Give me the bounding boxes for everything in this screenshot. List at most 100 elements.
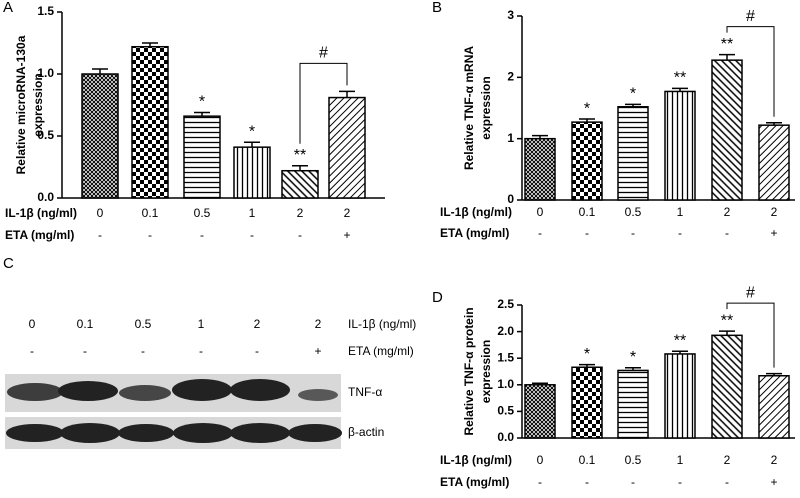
y-tick-label: 1.0	[497, 377, 514, 391]
band-label: β-actin	[348, 425, 384, 439]
panel-letter: D	[432, 289, 443, 306]
error-bar	[719, 53, 735, 61]
dose-label: 0.5	[135, 317, 152, 331]
error-bar	[766, 372, 782, 376]
y-tick-label: 1.5	[37, 4, 54, 18]
bar	[571, 366, 603, 439]
x-tick-label: 2	[297, 206, 304, 220]
eta-label: -	[200, 228, 204, 242]
error-bar	[672, 87, 688, 92]
y-tick-label: 3	[507, 8, 514, 22]
eta-label: -	[631, 226, 635, 240]
row-label: IL-1β (ng/ml)	[440, 453, 512, 467]
x-tick-label: 2	[771, 453, 778, 467]
bracket	[299, 62, 348, 144]
bar	[758, 124, 790, 201]
row-label: ETA (mg/ml)	[440, 226, 509, 240]
eta-label: +	[770, 226, 777, 240]
dose-label: 2	[254, 317, 261, 331]
row-label: IL-1β (ng/ml)	[5, 206, 77, 220]
x-tick-label: 2	[344, 206, 351, 220]
eta-label: -	[141, 344, 145, 358]
significance: *	[630, 86, 636, 103]
bar	[233, 146, 271, 199]
error-bar	[625, 103, 641, 107]
y-tick-label: 0	[507, 192, 514, 206]
y-tick-label: 1	[507, 131, 514, 145]
y-axis-label: Relative TNF-α mRNA	[462, 46, 476, 170]
error-bar	[766, 121, 782, 126]
x-tick-label: 2	[771, 205, 778, 219]
significance: *	[199, 94, 205, 111]
y-tick-label: 2.0	[497, 324, 514, 338]
y-tick-label: 0.5	[37, 128, 54, 142]
eta-label: -	[725, 226, 729, 240]
bracket	[726, 26, 775, 117]
eta-label: -	[298, 228, 302, 242]
bar	[711, 59, 743, 201]
significance: *	[584, 346, 590, 363]
dose-label: 0.1	[77, 317, 94, 331]
error-bar	[194, 111, 210, 117]
eta-label: -	[538, 226, 542, 240]
x-tick-label: 0.5	[625, 453, 642, 467]
bracket	[726, 302, 775, 368]
bracket-label: #	[746, 8, 755, 25]
y-axis-label: Relative microRNA-130a	[14, 35, 28, 174]
eta-label: -	[255, 344, 259, 358]
dose-label: 2	[315, 317, 322, 331]
bar	[758, 375, 790, 439]
eta-label: -	[30, 344, 34, 358]
x-tick-label: 2	[724, 205, 731, 219]
error-bar	[92, 68, 108, 74]
x-tick-label: 1	[249, 206, 256, 220]
error-bar	[672, 350, 688, 354]
error-bar	[579, 118, 595, 123]
x-tick-label: 0.1	[579, 453, 596, 467]
eta-label: -	[631, 475, 635, 489]
eta-label: -	[199, 344, 203, 358]
bar	[571, 121, 603, 201]
bar	[617, 369, 649, 439]
x-tick-label: 0	[537, 453, 544, 467]
eta-label: -	[585, 226, 589, 240]
error-bar	[625, 367, 641, 371]
bar	[617, 106, 649, 201]
bracket-label: #	[319, 45, 328, 62]
panel-letter: B	[432, 0, 442, 16]
significance: **	[674, 333, 686, 350]
error-bar	[244, 141, 260, 148]
blot-bands	[6, 379, 342, 443]
row-label: IL-1β (ng/ml)	[440, 205, 512, 219]
error-bar	[292, 165, 308, 171]
error-bar	[142, 42, 158, 47]
bar	[328, 96, 366, 199]
x-tick-label: 1	[677, 205, 684, 219]
significance: *	[584, 100, 590, 117]
eta-label: +	[314, 344, 321, 358]
error-bar	[719, 330, 735, 336]
panel-letter: A	[3, 0, 13, 16]
eta-label: -	[538, 475, 542, 489]
row-label: IL-1β (ng/ml)	[348, 317, 416, 331]
eta-label: +	[343, 228, 350, 242]
x-tick-label: 0	[97, 206, 104, 220]
row-label: ETA (mg/ml)	[440, 475, 509, 489]
error-bar	[532, 382, 548, 385]
bar	[281, 169, 319, 199]
y-tick-label: 0.5	[497, 404, 514, 418]
eta-label: -	[585, 475, 589, 489]
y-axis-label: expression	[479, 76, 493, 139]
bar	[664, 353, 696, 439]
x-tick-label: 0	[537, 205, 544, 219]
eta-label: -	[250, 228, 254, 242]
dose-label: 1	[198, 317, 205, 331]
x-tick-label: 0.5	[625, 205, 642, 219]
eta-label: +	[770, 475, 777, 489]
error-bar	[579, 363, 595, 368]
bar	[183, 115, 221, 199]
significance: **	[294, 147, 306, 164]
eta-label: -	[98, 228, 102, 242]
x-tick-label: 0.1	[142, 206, 159, 220]
y-tick-label: 1.5	[497, 350, 514, 364]
